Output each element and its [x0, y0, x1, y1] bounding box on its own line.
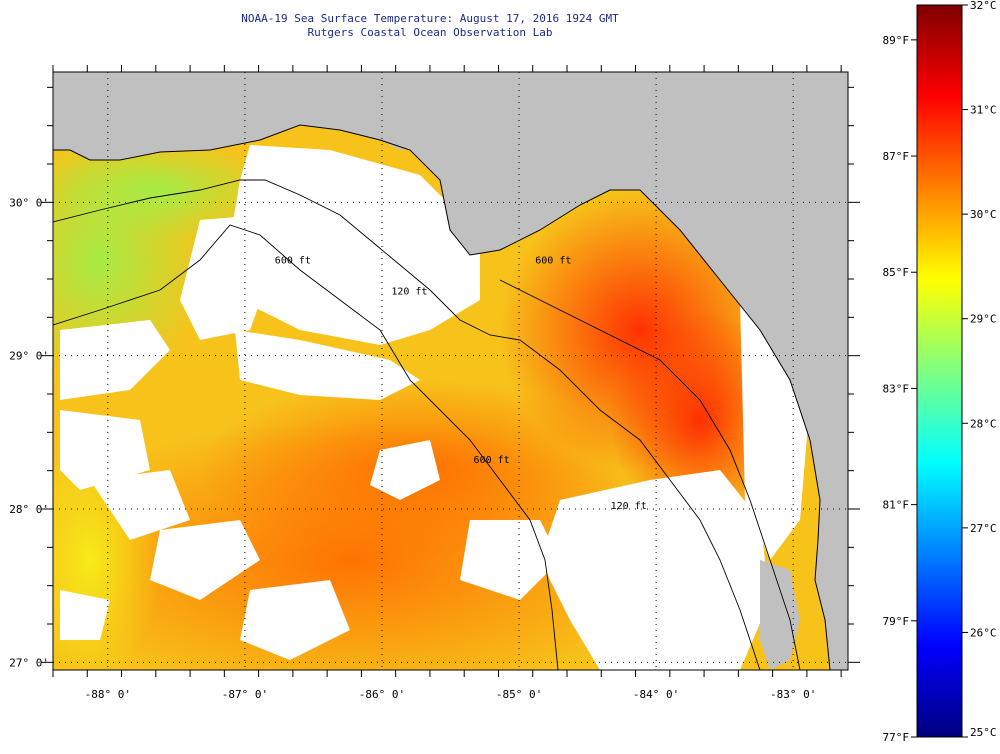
longitude-label: -85° 0'	[496, 688, 542, 701]
celsius-label: 29°C	[970, 313, 997, 326]
contour-600ft-west	[53, 224, 559, 670]
frame-ticks	[41, 65, 860, 677]
longitude-label: -87° 0'	[222, 688, 268, 701]
contour-label: 120 ft	[611, 501, 647, 512]
fahrenheit-label: 81°F	[883, 499, 910, 512]
cloud-southwest	[150, 520, 260, 600]
coastline	[53, 124, 831, 670]
map-area: 600 ft 120 ft 600 ft 600 ft 120 ft	[53, 72, 848, 670]
colorbar-celsius-scale: 32°C 31°C 30°C 29°C 28°C 27°C 26°C 25°C	[962, 0, 997, 739]
land-southeast	[815, 500, 848, 670]
map-frame	[52, 71, 849, 671]
celsius-label: 31°C	[970, 104, 997, 117]
land-florida-big-bend	[380, 140, 848, 540]
longitude-labels: -88° 0' -87° 0' -86° 0' -85° 0' -84° 0' -83° …	[85, 688, 817, 701]
sst-cool-region-nw	[53, 140, 280, 240]
colorbar-fahrenheit-scale: 89°F 87°F 85°F 83°F 81°F 79°F 77°F	[883, 34, 917, 744]
cloud-patches	[60, 145, 810, 670]
contour-label: 600 ft	[275, 256, 311, 267]
cloud-southwest-patch	[60, 590, 110, 640]
celsius-label: 25°C	[970, 726, 997, 739]
longitude-label: -86° 0'	[359, 688, 405, 701]
latitude-label: 29° 0'	[9, 350, 49, 363]
latitude-label: 27° 0'	[9, 656, 49, 669]
cloud-south-central	[240, 580, 350, 660]
title-line-1: NOAA-19 Sea Surface Temperature: August …	[241, 12, 619, 25]
fahrenheit-label: 79°F	[883, 615, 910, 628]
contour-labels: 600 ft 120 ft 600 ft 600 ft 120 ft	[275, 256, 647, 512]
latitude-labels: 30° 0' 29° 0' 28° 0' 27° 0'	[9, 196, 49, 669]
contour-label: 120 ft	[391, 286, 427, 297]
celsius-label: 30°C	[970, 208, 997, 221]
cloud-central	[235, 330, 420, 400]
contour-600ft-east	[499, 279, 801, 670]
title-line-2: Rutgers Coastal Ocean Observation Lab	[307, 26, 552, 39]
fahrenheit-label: 87°F	[883, 150, 910, 163]
latitude-label: 30° 0'	[9, 196, 49, 209]
celsius-label: 32°C	[970, 0, 997, 12]
land-tampa-fringe	[760, 560, 800, 670]
cloud-west-2	[60, 410, 150, 490]
fahrenheit-label: 83°F	[883, 382, 910, 395]
contour-120ft-shelf	[53, 179, 761, 670]
fahrenheit-label: 77°F	[883, 731, 910, 744]
colorbar-gradient	[916, 4, 963, 738]
longitude-label: -84° 0'	[633, 688, 679, 701]
cloud-north-central	[180, 215, 275, 340]
contour-label: 600 ft	[535, 256, 571, 267]
cloud-west-1	[60, 320, 170, 400]
cloud-center-east	[460, 520, 560, 600]
longitude-label: -88° 0'	[85, 688, 131, 701]
land-panhandle-west	[53, 72, 848, 160]
graticule	[53, 72, 848, 670]
celsius-label: 28°C	[970, 417, 997, 430]
latitude-label: 28° 0'	[9, 503, 49, 516]
fahrenheit-label: 89°F	[883, 34, 910, 47]
longitude-label: -83° 0'	[770, 688, 816, 701]
land-mobile-bay	[53, 72, 100, 150]
cloud-shelf-north	[230, 145, 480, 345]
cloud-center-lower	[370, 440, 440, 500]
fahrenheit-label: 85°F	[883, 266, 910, 279]
celsius-label: 27°C	[970, 522, 997, 535]
cloud-southeast-large	[540, 470, 770, 670]
celsius-label: 26°C	[970, 626, 997, 639]
contour-label: 600 ft	[474, 455, 510, 466]
cloud-west-3	[90, 470, 190, 540]
